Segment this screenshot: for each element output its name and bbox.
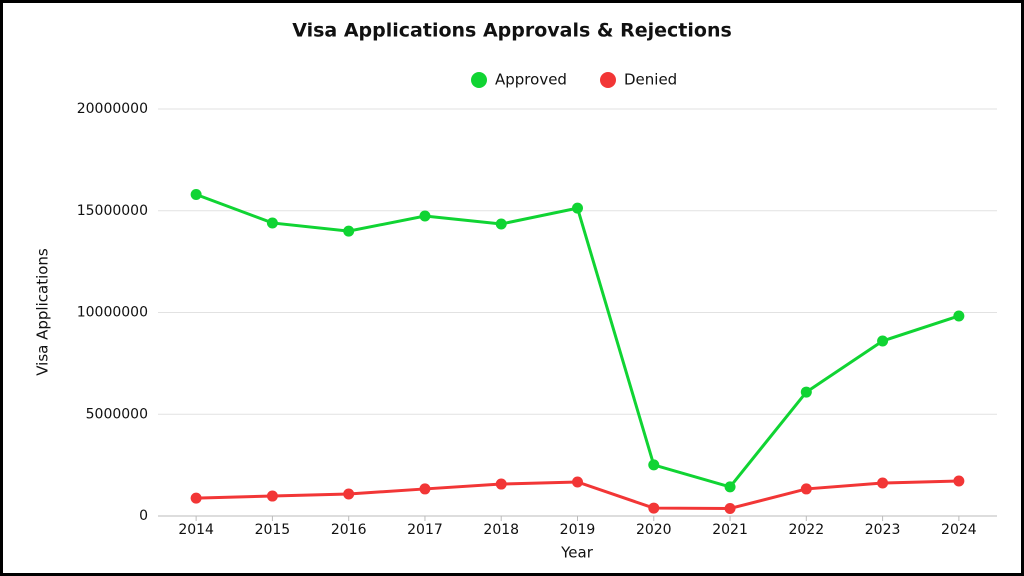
data-point: [266, 217, 278, 229]
data-point: [877, 335, 889, 347]
x-tick-label: 2024: [941, 522, 977, 538]
data-point: [343, 488, 355, 500]
data-point: [877, 477, 889, 489]
x-tick-label: 2021: [712, 522, 748, 538]
data-point: [419, 210, 431, 222]
x-tick-label: 2017: [407, 522, 443, 538]
data-point: [572, 202, 583, 214]
x-tick-label: 2020: [636, 522, 672, 538]
y-tick-label: 0: [139, 508, 148, 524]
y-axis-title: Visa Applications: [34, 248, 52, 376]
y-tick-label: 20000000: [77, 101, 148, 117]
data-point: [495, 218, 507, 230]
legend-label: Approved: [495, 71, 567, 89]
data-point: [572, 476, 583, 488]
x-tick-label: 2016: [331, 522, 367, 538]
x-tick-label: 2018: [483, 522, 519, 538]
data-point: [419, 483, 431, 495]
data-point: [495, 478, 507, 490]
y-tick-label: 15000000: [77, 203, 148, 219]
legend-marker: [471, 72, 487, 88]
legend-marker: [600, 72, 616, 88]
x-tick-label: 2023: [865, 522, 901, 538]
data-point: [343, 225, 355, 237]
legend-label: Denied: [624, 71, 677, 89]
data-point: [724, 481, 736, 493]
y-tick-label: 10000000: [77, 305, 148, 321]
x-tick-label: 2019: [560, 522, 596, 538]
x-tick-label: 2014: [178, 522, 214, 538]
data-point: [648, 502, 660, 514]
data-point: [190, 492, 202, 504]
y-tick-label: 5000000: [86, 406, 148, 422]
data-point: [190, 188, 202, 200]
data-point: [800, 386, 812, 398]
chart-title: Visa Applications Approvals & Rejections: [292, 20, 732, 42]
data-point: [800, 483, 812, 495]
x-axis-title: Year: [560, 544, 594, 562]
data-point: [953, 310, 965, 322]
data-point: [953, 475, 965, 487]
data-point: [266, 490, 278, 502]
x-tick-label: 2022: [788, 522, 824, 538]
x-tick-label: 2015: [255, 522, 291, 538]
data-point: [724, 502, 736, 514]
data-point: [648, 459, 660, 471]
